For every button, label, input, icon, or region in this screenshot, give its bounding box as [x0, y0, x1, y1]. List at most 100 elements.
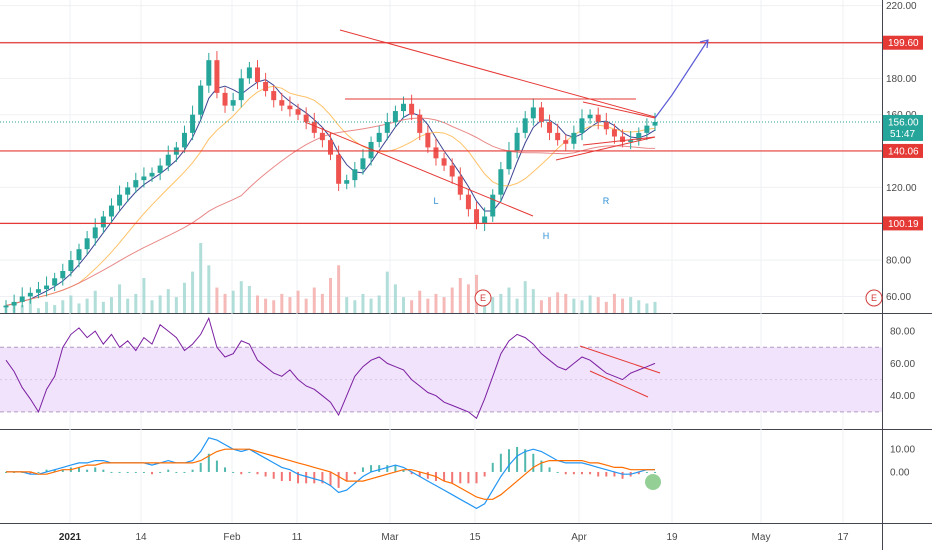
candle-body-14 [117, 194, 123, 206]
macd-hist-bar-74 [605, 471, 608, 477]
event-marker-text-1: E [871, 293, 877, 303]
volume-bar-9 [77, 303, 81, 313]
candle-body-5 [44, 285, 50, 290]
volume-bar-3 [28, 298, 32, 313]
horizontal-levels[interactable] [0, 42, 882, 225]
volume-bar-44 [361, 293, 365, 313]
candle-body-10 [84, 238, 90, 250]
wedge-upper [582, 101, 656, 119]
macd-hist-bar-41 [337, 471, 340, 488]
volume-bar-20 [166, 289, 170, 313]
candle-body-18 [149, 172, 155, 177]
volume-bar-60 [491, 297, 495, 313]
candle-body-31 [254, 67, 260, 82]
macd-hist-bar-46 [378, 465, 381, 472]
macd-hist-bar-56 [459, 471, 462, 484]
volume-bar-32 [264, 298, 268, 313]
macd-hist-bar-33 [272, 471, 275, 479]
volume-bar-35 [288, 297, 292, 313]
candle-body-1 [11, 301, 17, 306]
wedge-lower [582, 136, 656, 146]
volume-bar-10 [85, 298, 89, 313]
candle-body-79 [644, 125, 650, 133]
macd-hist-bar-38 [313, 471, 316, 484]
macd-hist-bar-62 [507, 449, 510, 472]
macd-hist-bar-49 [402, 469, 405, 472]
candle-body-62 [506, 151, 512, 170]
macd-hist-bar-79 [645, 471, 648, 473]
candle-body-36 [295, 109, 301, 115]
trend-drawings[interactable] [304, 29, 709, 398]
candle-body-43 [352, 169, 358, 181]
volume-bar-38 [312, 287, 316, 313]
candle-body-67 [547, 121, 553, 133]
rsi-wedge-upper [579, 345, 661, 374]
macd-hist-bar-14 [118, 471, 121, 473]
candle-body-20 [165, 154, 171, 166]
candle-body-15 [125, 187, 131, 195]
macd-histogram [5, 446, 656, 488]
macd-hist-bar-70 [572, 471, 575, 475]
macd-hist-bar-36 [297, 471, 300, 484]
volume-bar-55 [450, 287, 454, 313]
candle-body-28 [230, 100, 236, 106]
volume-bar-77 [629, 297, 633, 313]
candle-body-58 [474, 209, 480, 224]
candle-body-44 [360, 158, 366, 170]
candle-body-0 [3, 305, 9, 308]
candle-body-72 [587, 114, 593, 119]
volume-bar-29 [239, 281, 243, 313]
volume-bar-51 [418, 290, 422, 313]
macd-hist-bar-23 [191, 469, 194, 472]
price-tick-7: 80.00 [886, 256, 911, 267]
volume-bar-73 [596, 297, 600, 313]
volume-bar-19 [158, 295, 162, 313]
macd-highlight [645, 474, 661, 490]
volume-bar-2 [20, 305, 24, 313]
macd-hist-bar-30 [248, 471, 251, 473]
macd-hist-bar-18 [151, 471, 154, 475]
macd-hist-bar-15 [126, 471, 129, 473]
volume-bar-36 [296, 290, 300, 313]
macd-hist-bar-47 [386, 465, 389, 472]
price-tick-2: 180.00 [886, 74, 917, 85]
macd-hist-bar-52 [426, 471, 429, 479]
candle-body-3 [27, 292, 33, 297]
candle-body-41 [336, 154, 342, 184]
volume-bar-27 [223, 293, 227, 313]
macd-hist-bar-4 [37, 471, 40, 473]
volume-bar-48 [393, 284, 397, 313]
macd-hist-bar-28 [232, 471, 235, 473]
volume-bar-42 [345, 297, 349, 313]
volume-bar-17 [142, 278, 146, 313]
candle-body-66 [538, 107, 544, 122]
macd-hist-bar-40 [329, 471, 332, 486]
level-badge-2 [883, 216, 923, 231]
volume-bar-18 [150, 300, 154, 313]
candle-body-51 [417, 114, 423, 133]
volume-bar-52 [426, 298, 430, 313]
time-tick-2: Feb [223, 532, 241, 543]
time-axis[interactable]: 2021 14 Feb 11 Mar 15 Apr 19 May 17 [59, 532, 849, 543]
candle-body-23 [190, 114, 196, 133]
candle-body-64 [522, 118, 528, 133]
macd-hist-bar-32 [264, 471, 267, 477]
candle-body-4 [35, 289, 41, 293]
volume-bar-80 [653, 301, 657, 313]
macd-hist-bar-42 [345, 471, 348, 482]
candle-body-47 [384, 121, 390, 133]
time-tick-7: 19 [666, 532, 678, 543]
candle-body-16 [133, 180, 139, 188]
volume-bar-50 [410, 300, 414, 313]
candle-body-11 [92, 227, 98, 239]
candlesticks [3, 51, 658, 313]
candle-body-9 [76, 249, 82, 261]
macd-hist-bar-71 [580, 471, 583, 475]
rsi-tick-2: 40.00 [890, 391, 915, 402]
volume-bar-69 [564, 293, 568, 313]
macd-hist-bar-48 [394, 465, 397, 472]
level-badge-text-1: 140.06 [888, 146, 919, 157]
volume-bar-12 [101, 301, 105, 313]
